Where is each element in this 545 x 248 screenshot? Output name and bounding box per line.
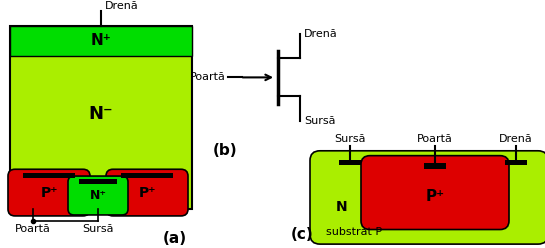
Bar [121,173,173,178]
FancyBboxPatch shape [106,169,188,216]
Text: Poartă: Poartă [190,72,226,82]
Text: N⁺: N⁺ [90,33,111,48]
Text: Sursă: Sursă [82,224,114,234]
Text: Drenă: Drenă [499,134,533,144]
Bar [339,159,361,165]
Text: P⁺: P⁺ [40,186,58,200]
Bar [10,26,192,209]
Bar [424,163,446,169]
Bar [79,179,117,184]
Text: substrat P: substrat P [326,227,382,237]
Text: Poartă: Poartă [15,224,51,234]
Text: P⁺: P⁺ [138,186,156,200]
Bar [505,159,527,165]
Text: N: N [336,200,348,214]
Bar [318,151,540,240]
Bar [23,173,75,178]
Text: (c): (c) [290,227,313,242]
Bar [10,26,192,56]
Text: Sursă: Sursă [334,134,366,144]
FancyBboxPatch shape [361,156,509,230]
Text: Drenă: Drenă [304,29,338,39]
Text: P⁺: P⁺ [426,189,445,204]
Text: N⁺: N⁺ [89,189,106,202]
Text: Drenă: Drenă [105,1,139,11]
FancyBboxPatch shape [8,169,90,216]
Text: Poartă: Poartă [417,134,453,144]
Text: (a): (a) [163,231,187,246]
Text: (b): (b) [213,143,238,158]
Text: Sursă: Sursă [304,116,336,126]
Text: N⁻: N⁻ [89,105,113,123]
FancyBboxPatch shape [310,151,545,244]
FancyBboxPatch shape [68,176,128,215]
